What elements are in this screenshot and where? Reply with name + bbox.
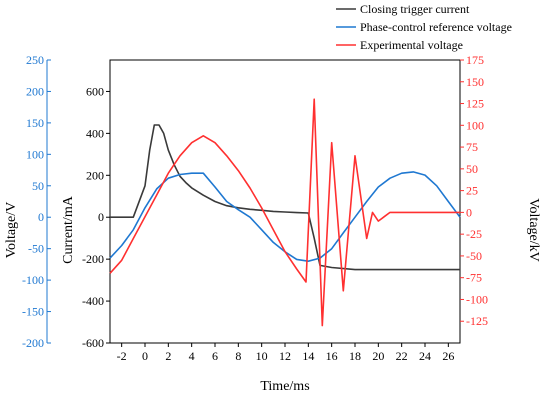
current-tick-label: 400 [86,126,104,140]
x-tick-label: 18 [349,349,361,363]
x-tick-label: 0 [142,349,148,363]
voltage-v-axis-label: Voltage/V [4,202,19,259]
voltage-kv-tick-label: 100 [466,118,484,132]
voltage-v-tick-label: -150 [22,305,44,319]
voltage-kv-tick-label: 25 [466,184,478,198]
voltage-kv-tick-label: -50 [466,249,482,263]
series-line-0 [110,124,460,271]
voltage-v-tick-label: -50 [28,242,44,256]
x-tick-label: 22 [396,349,408,363]
voltage-v-tick-label: -200 [22,336,44,350]
x-tick-label: 20 [372,349,384,363]
voltage-v-tick-label: 200 [26,84,44,98]
voltage-kv-tick-label: 0 [466,205,472,219]
legend: Closing trigger current Phase-control re… [336,2,512,52]
voltage-v-tick-label: -100 [22,273,44,287]
current-axis-label: Current/mA [61,195,76,264]
voltage-kv-tick-label: 125 [466,97,484,111]
x-tick-label: 10 [256,349,268,363]
voltage-kv-tick-label: 150 [466,75,484,89]
current-tick-label: 600 [86,84,104,98]
voltage-kv-tick-label: 175 [466,53,484,67]
x-axis-label: Time/ms [260,379,309,394]
voltage-kv-tick-label: -75 [466,271,482,285]
axis-layer: -2 0 2 4 6 8 10 12 14 16 18 20 22 24 26-600-400-200020… [22,53,488,363]
series-line-2 [109,98,460,327]
current-tick-label: -400 [82,294,104,308]
series-layer [109,98,461,327]
plot-frame [109,59,461,344]
x-tick-label: 12 [279,349,291,363]
voltage-v-tick-label: 150 [26,116,44,130]
voltage-v-tick-label: 100 [26,147,44,161]
x-tick-label: 4 [189,349,195,363]
current-tick-label: -600 [82,336,104,350]
voltage-kv-axis-label: Voltage/kV [526,198,541,262]
x-tick-label: 14 [302,349,314,363]
voltage-v-tick-label: 250 [26,53,44,67]
voltage-kv-tick-label: -100 [466,292,488,306]
x-tick-label: 26 [442,349,454,363]
voltage-kv-tick-label: -125 [466,314,488,328]
voltage-kv-tick-label: 75 [466,140,478,154]
legend-label-current: Closing trigger current [360,2,470,16]
current-tick-label: 200 [86,168,104,182]
current-tick-label: 0 [98,210,104,224]
voltage-v-tick-label: 50 [32,179,44,193]
current-tick-label: -200 [82,252,104,266]
x-tick-label: 24 [419,349,431,363]
legend-label-reference: Phase-control reference voltage [360,20,512,34]
x-tick-label: 2 [165,349,171,363]
voltage-v-tick-label: 0 [38,210,44,224]
legend-label-experimental: Experimental voltage [360,38,463,52]
x-tick-label: 16 [326,349,338,363]
voltage-kv-tick-label: 50 [466,162,478,176]
x-tick-label: 6 [212,349,218,363]
x-tick-label: -2 [117,349,127,363]
voltage-kv-tick-label: -25 [466,227,482,241]
x-tick-label: 8 [235,349,241,363]
